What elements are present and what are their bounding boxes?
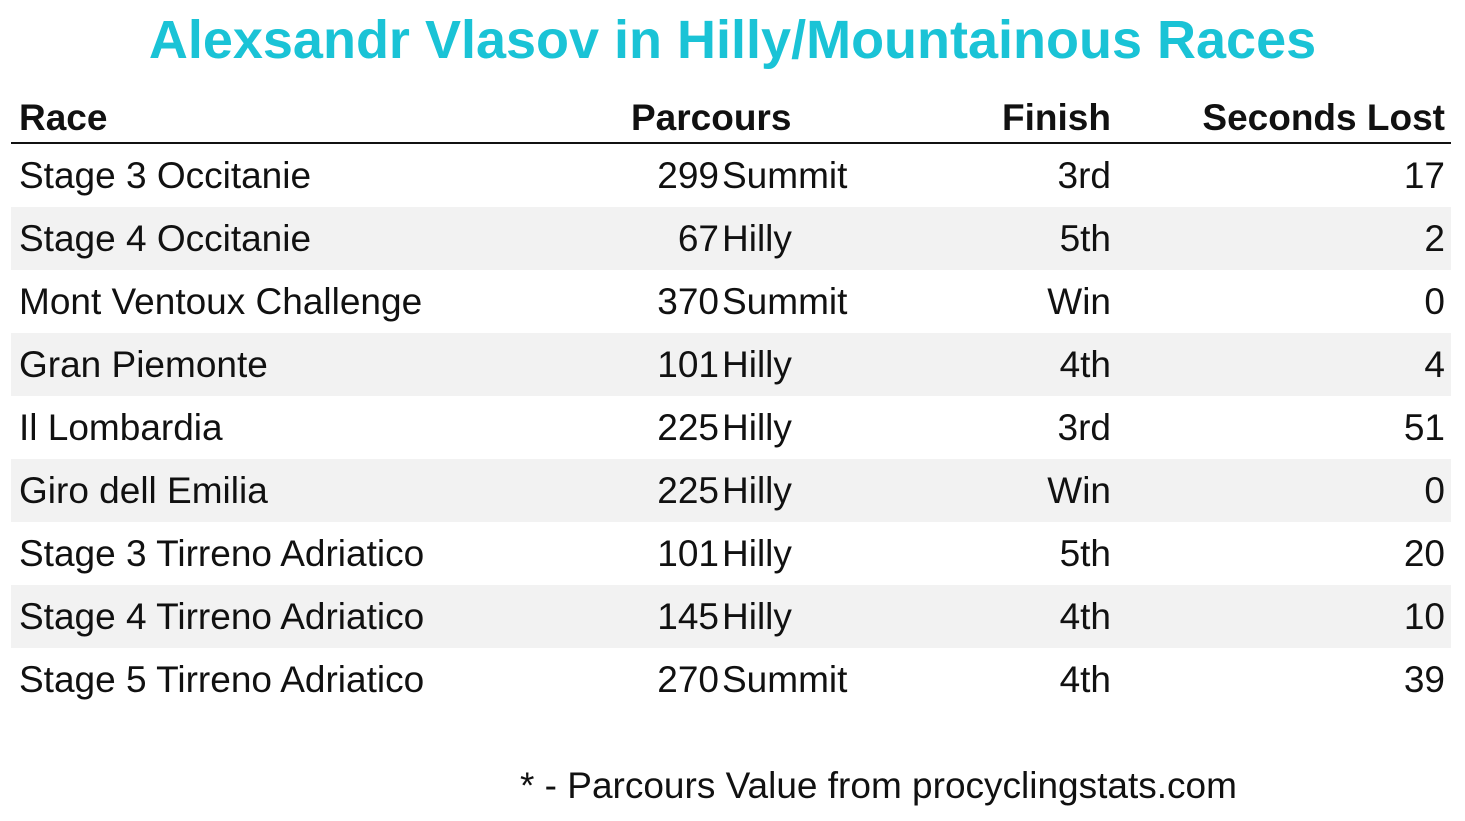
- parcours-value-cell: 270: [657, 659, 719, 700]
- parcours-type-cell: Hilly: [722, 533, 792, 574]
- finish-cell: 3rd: [1057, 155, 1111, 196]
- seconds-lost-cell: 4: [1424, 344, 1445, 385]
- race-cell: Giro dell Emilia: [19, 470, 268, 511]
- parcours-value-cell: 370: [657, 281, 719, 322]
- column-header-race: Race: [19, 97, 108, 138]
- column-header-parcours: Parcours: [631, 97, 792, 138]
- table-row: Gran Piemonte 101 Hilly 4th 4: [11, 333, 1451, 396]
- parcours-type-cell: Hilly: [722, 407, 792, 448]
- race-cell: Stage 3 Tirreno Adriatico: [19, 533, 425, 574]
- parcours-type-cell: Summit: [722, 281, 848, 322]
- seconds-lost-cell: 39: [1403, 659, 1445, 700]
- parcours-value-cell: 101: [657, 533, 719, 574]
- finish-cell: 5th: [1059, 533, 1111, 574]
- race-cell: Il Lombardia: [19, 407, 223, 448]
- parcours-type-cell: Hilly: [722, 596, 792, 637]
- race-cell: Stage 5 Tirreno Adriatico: [19, 659, 425, 700]
- table-row: Giro dell Emilia 225 Hilly Win 0: [11, 459, 1451, 522]
- table-row: Stage 4 Tirreno Adriatico 145 Hilly 4th 10: [11, 585, 1451, 648]
- race-cell: Mont Ventoux Challenge: [19, 281, 423, 322]
- finish-cell: 4th: [1059, 344, 1111, 385]
- seconds-lost-cell: 51: [1403, 407, 1445, 448]
- finish-cell: 5th: [1059, 218, 1111, 259]
- table-row: Mont Ventoux Challenge 370 Summit Win 0: [11, 270, 1451, 333]
- finish-cell: Win: [1047, 281, 1111, 322]
- finish-cell: 4th: [1059, 596, 1111, 637]
- parcours-value-cell: 299: [657, 155, 719, 196]
- footnote: * - Parcours Value from procyclingstats.…: [520, 765, 1237, 806]
- seconds-lost-cell: 2: [1424, 218, 1445, 259]
- column-header-seconds-lost: Seconds Lost: [1202, 97, 1445, 138]
- results-table: Race Parcours Finish Seconds Lost Stage …: [11, 94, 1451, 711]
- parcours-type-cell: Hilly: [722, 218, 792, 259]
- finish-cell: 4th: [1059, 659, 1111, 700]
- table-row: Stage 4 Occitanie 67 Hilly 5th 2: [11, 207, 1451, 270]
- seconds-lost-cell: 0: [1424, 281, 1445, 322]
- seconds-lost-cell: 20: [1403, 533, 1445, 574]
- table-row: Stage 3 Occitanie 299 Summit 3rd 17: [11, 144, 1451, 207]
- column-header-finish: Finish: [1002, 97, 1111, 138]
- table-row: Il Lombardia 225 Hilly 3rd 51: [11, 396, 1451, 459]
- table-row: Stage 5 Tirreno Adriatico 270 Summit 4th 39: [11, 648, 1451, 711]
- chart-title: Alexsandr Vlasov in Hilly/Mountainous Ra…: [148, 10, 1317, 70]
- parcours-value-cell: 225: [657, 407, 719, 448]
- seconds-lost-cell: 10: [1403, 596, 1445, 637]
- parcours-type-cell: Summit: [722, 155, 848, 196]
- parcours-type-cell: Hilly: [722, 470, 792, 511]
- race-cell: Stage 3 Occitanie: [19, 155, 312, 196]
- race-cell: Gran Piemonte: [19, 344, 268, 385]
- parcours-type-cell: Summit: [722, 659, 848, 700]
- table-header-row: Race Parcours Finish Seconds Lost: [11, 94, 1451, 144]
- seconds-lost-cell: 0: [1424, 470, 1445, 511]
- parcours-value-cell: 145: [657, 596, 719, 637]
- table-body: Stage 3 Occitanie 299 Summit 3rd 17 Stage 4 O…: [11, 144, 1451, 711]
- table-row: Stage 3 Tirreno Adriatico 101 Hilly 5th 20: [11, 522, 1451, 585]
- parcours-value-cell: 67: [677, 218, 719, 259]
- finish-cell: Win: [1047, 470, 1111, 511]
- parcours-type-cell: Hilly: [722, 344, 792, 385]
- parcours-value-cell: 225: [657, 470, 719, 511]
- race-cell: Stage 4 Occitanie: [19, 218, 312, 259]
- parcours-value-cell: 101: [657, 344, 719, 385]
- finish-cell: 3rd: [1057, 407, 1111, 448]
- race-cell: Stage 4 Tirreno Adriatico: [19, 596, 425, 637]
- seconds-lost-cell: 17: [1403, 155, 1445, 196]
